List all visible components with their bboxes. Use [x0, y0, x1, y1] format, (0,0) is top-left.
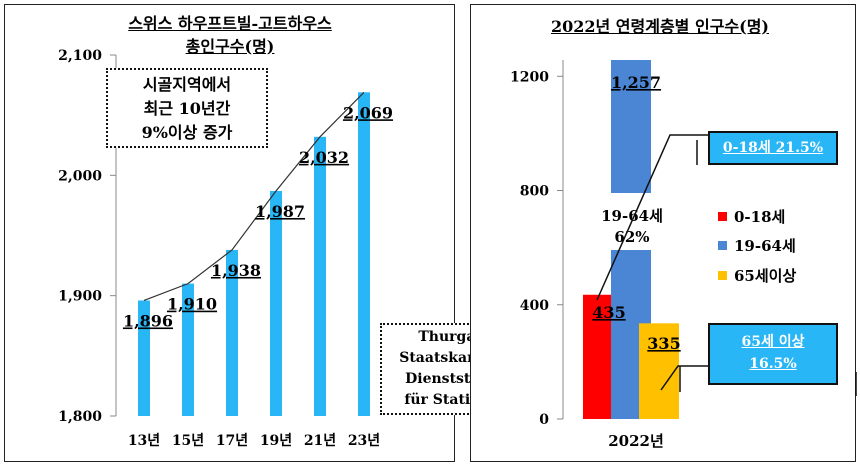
legend-label-0-18세: 0-18세	[734, 208, 785, 226]
bar-21년	[314, 136, 326, 416]
mid-label-background	[606, 193, 660, 250]
legend-swatch-65세이상	[718, 271, 727, 280]
y-tick-label: 0	[539, 412, 549, 428]
callout-65-leader	[660, 365, 708, 391]
x-tick-label: 15년	[172, 433, 204, 449]
y-tick-label: 2,000	[58, 168, 102, 184]
left-chart-title: 스위스 하우프트빌-고트하우스	[128, 14, 332, 33]
right-chart-title: 2022년 연령계층별 인구수(명)	[550, 17, 769, 36]
trend-line	[143, 91, 365, 302]
y-tick-label: 400	[520, 298, 549, 314]
legend-label-19-64세: 19-64세	[734, 237, 796, 255]
callout-0-18: 0-18세 21.5%	[708, 131, 838, 165]
annotation-line-2: 최근 10년간	[143, 99, 231, 118]
left-chart-subtitle: 총인구수(명)	[185, 37, 275, 56]
y-tick-label: 1,800	[58, 409, 102, 425]
source-line-1: Thurgau	[418, 329, 486, 345]
x-tick-label: 19년	[260, 433, 292, 449]
x-tick-label: 2022년	[608, 432, 664, 450]
y-tick-label: 2,100	[58, 48, 102, 64]
legend-swatch-19-64세	[718, 241, 727, 250]
data-label-65세이상: 335	[647, 334, 680, 353]
x-tick-label: 23년	[348, 433, 380, 449]
callout-65-line-2: 16.5%	[749, 356, 797, 372]
data-label: 1,910	[167, 295, 217, 314]
y-tick-label: 1200	[510, 69, 549, 85]
annotation-line-1: 시골지역에서	[142, 75, 232, 94]
x-tick-label: 21년	[304, 433, 336, 449]
legend-swatch-0-18세	[718, 212, 727, 221]
data-label: 1,896	[123, 311, 173, 330]
callout-65-line-1: 65세 이상	[741, 334, 805, 350]
mid-label-line-2: 62%	[614, 228, 649, 246]
data-label-19-64세: 1,257	[611, 73, 661, 92]
callout-0-18-leader	[596, 134, 708, 301]
bar-15년	[182, 283, 194, 416]
bar-65세이상	[639, 323, 679, 419]
growth-annotation-box: 시골지역에서 최근 10년간 9%이상 증가	[106, 68, 268, 148]
legend-label-65세이상: 65세이상	[734, 267, 796, 285]
data-label: 1,987	[255, 202, 305, 221]
y-tick-label: 1,900	[58, 289, 102, 305]
callout-65-plus: 65세 이상 16.5%	[708, 323, 838, 385]
data-label-0-18세: 435	[592, 303, 625, 322]
data-label: 2,032	[299, 148, 349, 167]
data-label: 2,069	[343, 103, 393, 122]
x-tick-label: 13년	[128, 433, 160, 449]
y-tick-label: 800	[520, 184, 549, 200]
bar-19년	[270, 190, 282, 416]
annotation-line-3: 9%이상 증가	[141, 123, 233, 142]
bar-23년	[358, 92, 370, 416]
mid-label-line-1: 19-64세	[601, 207, 663, 225]
bar-17년	[226, 249, 238, 416]
data-label: 1,938	[211, 261, 261, 280]
bar-13년	[138, 300, 150, 416]
x-tick-label: 17년	[216, 433, 248, 449]
